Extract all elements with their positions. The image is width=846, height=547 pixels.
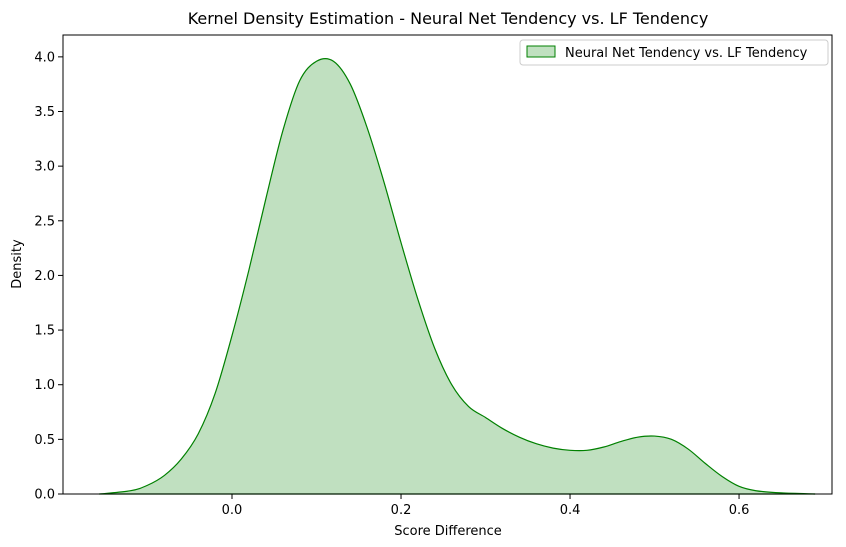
y-axis-label: Density bbox=[10, 239, 25, 289]
plot-area bbox=[99, 57, 816, 495]
y-tick-label: 1.0 bbox=[34, 378, 55, 393]
x-tick-label: 0.2 bbox=[391, 503, 412, 518]
density-line-0 bbox=[99, 57, 816, 495]
chart-title: Kernel Density Estimation - Neural Net T… bbox=[188, 9, 709, 28]
y-tick-label: 1.5 bbox=[34, 324, 55, 339]
legend: Neural Net Tendency vs. LF Tendency bbox=[519, 39, 829, 66]
y-tick-label: 2.5 bbox=[34, 214, 55, 229]
y-tick-label: 2.0 bbox=[34, 269, 55, 284]
y-tick-label: 4.0 bbox=[34, 50, 55, 65]
x-tick-label: 0.0 bbox=[222, 503, 243, 518]
y-axis: 0.0 0.5 1.0 1.5 2.0 2.5 3.0 3.5 4.0 bbox=[34, 50, 63, 503]
legend-box bbox=[519, 39, 829, 66]
plot-frame bbox=[62, 34, 833, 495]
x-axis-label: Score Difference bbox=[394, 524, 502, 539]
y-tick-label: 0.0 bbox=[34, 488, 55, 503]
legend-label: Neural Net Tendency vs. LF Tendency bbox=[565, 46, 808, 61]
x-tick-label: 0.4 bbox=[560, 503, 581, 518]
y-tick-label: 3.0 bbox=[34, 160, 55, 175]
legend-swatch bbox=[526, 45, 556, 58]
y-tick-label: 0.5 bbox=[34, 433, 55, 448]
density-area-0 bbox=[99, 58, 816, 494]
y-tick-label: 3.5 bbox=[34, 105, 55, 120]
x-tick-label: 0.6 bbox=[729, 503, 750, 518]
x-axis: 0.0 0.2 0.4 0.6 bbox=[222, 494, 750, 518]
